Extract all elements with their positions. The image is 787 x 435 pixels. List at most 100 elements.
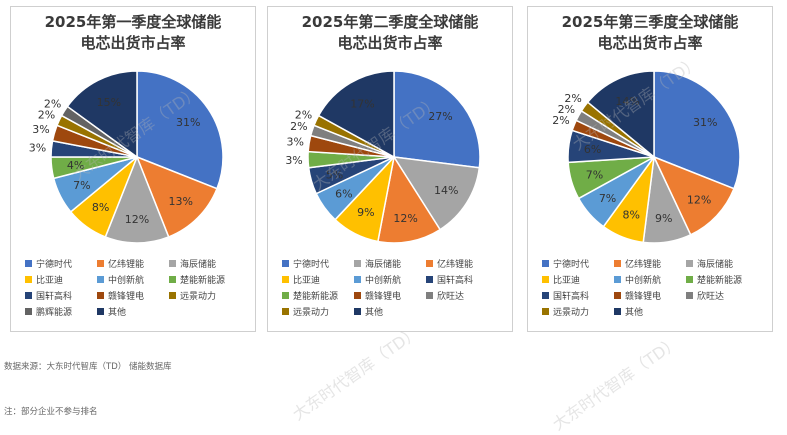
legend-item: 楚能新能源 xyxy=(169,273,249,286)
legend-label: 楚能新能源 xyxy=(697,276,743,286)
legend-item: 中创新航 xyxy=(354,273,426,286)
legend-label: 远景动力 xyxy=(553,308,590,318)
slice-label: 2% xyxy=(552,114,569,127)
slice-label: 9% xyxy=(655,212,672,225)
legend-label: 赣锋锂电 xyxy=(108,292,145,302)
legend-label: 亿纬锂能 xyxy=(625,260,662,270)
legend-label: 其他 xyxy=(365,308,384,318)
chart-legend: 宁德时代 亿纬锂能 海辰储能比亚迪 中创新航 楚能新能源国轩高科 赣锋锂电 欣旺达远景动力 其… xyxy=(542,257,772,318)
legend-swatch xyxy=(25,260,32,267)
legend-swatch xyxy=(169,260,176,267)
slice-label: 8% xyxy=(92,201,109,214)
legend-item: 国轩高科 xyxy=(25,289,97,302)
legend-label: 赣锋锂电 xyxy=(625,292,662,302)
legend-swatch xyxy=(354,276,361,283)
legend-item: 欣旺达 xyxy=(686,289,766,302)
slice-label: 12% xyxy=(393,212,417,225)
slice-label: 17% xyxy=(350,98,374,111)
chart-legend: 宁德时代 亿纬锂能 海辰储能比亚迪 中创新航 楚能新能源国轩高科 赣锋锂电 远景动力鹏辉能源… xyxy=(25,257,255,318)
legend-swatch xyxy=(614,260,621,267)
legend-item: 亿纬锂能 xyxy=(97,257,169,270)
legend-item: 比亚迪 xyxy=(25,273,97,286)
slice-label: 2% xyxy=(290,120,307,133)
chart-title-line-2: 电芯出货市占率 xyxy=(337,34,443,52)
chart-title-line-2: 电芯出货市占率 xyxy=(597,34,703,52)
legend-item: 欣旺达 xyxy=(426,289,506,302)
slice-label: 3% xyxy=(285,154,302,167)
slice-label: 27% xyxy=(428,110,452,123)
slice-label: 9% xyxy=(357,206,374,219)
slice-label: 31% xyxy=(693,116,717,129)
chart-panel-q3: 2025年第三季度全球储能 电芯出货市占率 31% 12% 9% 8% 7% 7% 6% 2%… xyxy=(527,6,773,332)
legend-item: 宁德时代 xyxy=(282,257,354,270)
legend-swatch xyxy=(542,260,549,267)
legend-swatch xyxy=(542,276,549,283)
legend-label: 比亚迪 xyxy=(36,276,64,286)
legend-item: 远景动力 xyxy=(542,305,614,318)
legend-swatch xyxy=(97,308,104,315)
slice-label: 7% xyxy=(73,179,90,192)
legend-label: 其他 xyxy=(625,308,644,318)
chart-panel-q1: 2025年第一季度全球储能 电芯出货市占率 31% 13% 12% 8% 7% 4% 3% 3… xyxy=(10,6,256,332)
slice-label: 7% xyxy=(586,168,603,181)
slice-label: 3% xyxy=(32,123,49,136)
legend-item: 海辰储能 xyxy=(686,257,766,270)
legend-label: 远景动力 xyxy=(180,292,217,302)
legend-swatch xyxy=(614,292,621,299)
legend-swatch xyxy=(426,276,433,283)
slice-label: 4% xyxy=(67,159,84,172)
ranking-note: 注：部分企业不参与排名 xyxy=(4,407,98,417)
chart-title-line-2: 电芯出货市占率 xyxy=(80,34,186,52)
legend-item: 中创新航 xyxy=(614,273,686,286)
legend-item: 鹏辉能源 xyxy=(25,305,97,318)
legend-item: 国轩高科 xyxy=(542,289,614,302)
data-source-note: 数据来源：大东时代智库（TD） 储能数据库 xyxy=(4,362,172,372)
chart-legend: 宁德时代 海辰储能 亿纬锂能 比亚迪 中创新航 国轩高科 楚能新能源 赣锋锂电 欣旺达 远景动力 其… xyxy=(282,257,512,318)
legend-swatch xyxy=(426,292,433,299)
legend-swatch xyxy=(25,308,32,315)
chart-title: 2025年第三季度全球储能 电芯出货市占率 xyxy=(528,12,772,54)
legend-swatch xyxy=(686,276,693,283)
chart-title-line-1: 2025年第二季度全球储能 xyxy=(301,13,479,31)
watermark: 大东时代智库（TD） xyxy=(548,332,683,435)
pie-slice xyxy=(652,155,735,236)
legend-item: 海辰储能 xyxy=(169,257,249,270)
legend-swatch xyxy=(97,260,104,267)
legend-swatch xyxy=(282,276,289,283)
legend-item: 中创新航 xyxy=(97,273,169,286)
legend-item: 亿纬锂能 xyxy=(614,257,686,270)
legend-item: 远景动力 xyxy=(169,289,249,302)
chart-title-line-1: 2025年第一季度全球储能 xyxy=(44,13,222,31)
pie-slice xyxy=(392,156,481,231)
legend-item: 比亚迪 xyxy=(542,273,614,286)
slice-label: 2% xyxy=(558,103,575,116)
slice-label: 31% xyxy=(176,116,200,129)
legend-label: 宁德时代 xyxy=(553,260,590,270)
pie-slice xyxy=(104,154,170,244)
legend-label: 中创新航 xyxy=(108,276,145,286)
legend-label: 亿纬锂能 xyxy=(108,260,145,270)
pie-chart: 31% 13% 12% 8%7% 4% 3% 3% 2%2% 15% xyxy=(29,70,224,244)
legend-swatch xyxy=(614,308,621,315)
legend-item: 赣锋锂电 xyxy=(354,289,426,302)
slice-label: 5% xyxy=(326,168,343,181)
slice-label: 2% xyxy=(564,92,581,105)
legend-label: 楚能新能源 xyxy=(180,276,226,286)
legend-swatch xyxy=(97,292,104,299)
watermark: 大东时代智库（TD） xyxy=(288,322,423,425)
legend-label: 宁德时代 xyxy=(293,260,330,270)
legend-swatch xyxy=(542,292,549,299)
pie-slice xyxy=(586,70,655,159)
legend-swatch xyxy=(282,260,289,267)
legend-label: 宁德时代 xyxy=(36,260,73,270)
slice-label: 7% xyxy=(599,192,616,205)
legend-label: 海辰储能 xyxy=(697,260,734,270)
slice-label: 14% xyxy=(434,184,458,197)
chart-title-line-1: 2025年第三季度全球储能 xyxy=(561,13,739,31)
pie-slice xyxy=(136,70,224,190)
legend-label: 楚能新能源 xyxy=(293,292,339,302)
legend-label: 其他 xyxy=(108,308,127,318)
chart-panel-q2: 2025年第二季度全球储能 电芯出货市占率 27% 14% 12% 9% 6% 5% 3% 3… xyxy=(267,6,513,332)
legend-swatch xyxy=(25,276,32,283)
legend-label: 远景动力 xyxy=(293,308,330,318)
